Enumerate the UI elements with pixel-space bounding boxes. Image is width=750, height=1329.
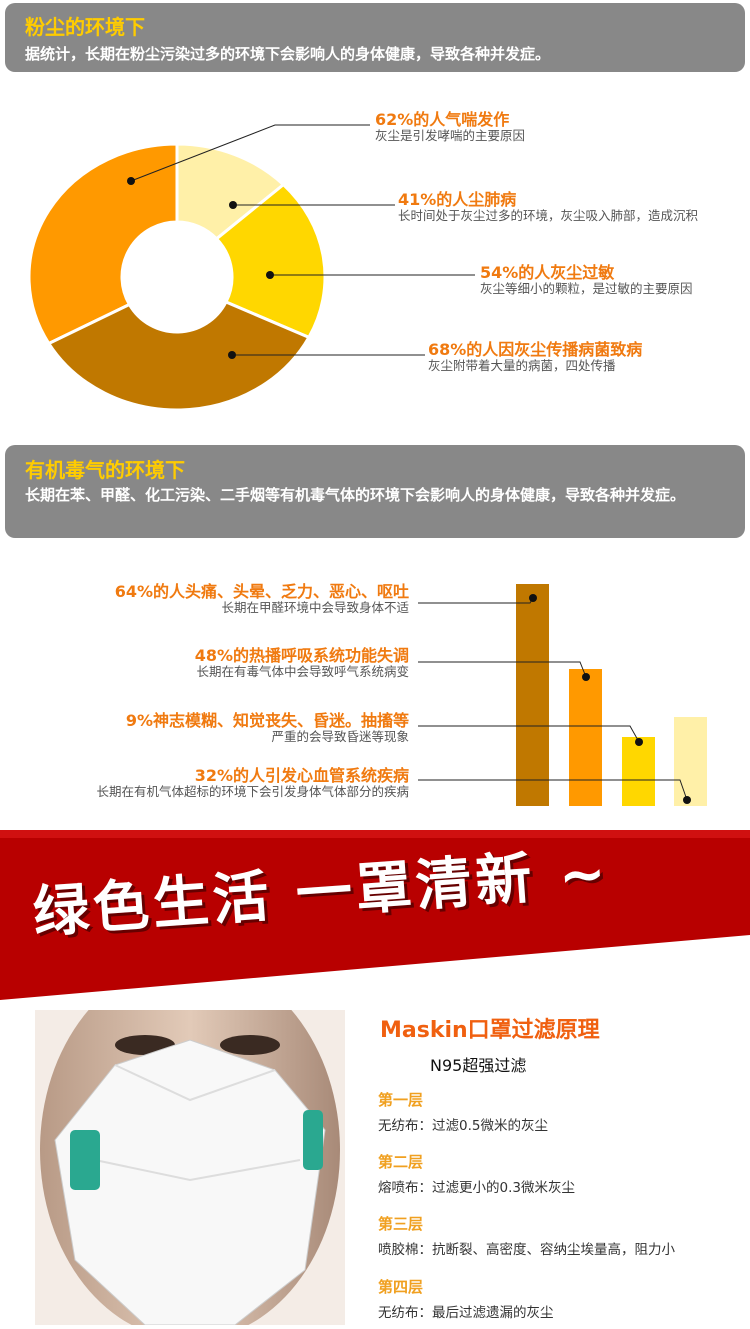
pie-label-desc: 灰尘等细小的颗粒，是过敏的主要原因 — [480, 281, 693, 296]
filter-title: Maskin口罩过滤原理 — [380, 1018, 600, 1043]
dust-body: 据统计，长期在粉尘污染过多的环境下会影响人的身体健康，导致各种并发症。 — [25, 45, 551, 63]
donut-slice — [214, 182, 327, 340]
gas-header: 有机毒气的环境下 长期在苯、甲醛、化工污染、二手烟等有机毒气体的环境下会影响人的… — [5, 445, 745, 538]
gas-body: 长期在苯、甲醛、化工污染、二手烟等有机毒气体的环境下会影响人的身体健康，导致各种… — [25, 486, 686, 504]
leader-line — [418, 597, 534, 604]
bar — [516, 584, 549, 806]
pie-label-desc: 灰尘附带着大量的病菌，四处传播 — [428, 358, 616, 373]
pie-label-title: 54%的人灰尘过敏 — [480, 263, 615, 282]
leader-line — [418, 661, 587, 678]
leader-dot — [635, 738, 643, 746]
leader-dot — [127, 177, 135, 185]
layer-name: 第四层 — [378, 1278, 424, 1296]
bar-label-desc: 长期在有毒气体中会导致呼气系统病变 — [196, 664, 409, 679]
leader-dot — [683, 796, 691, 804]
bar-label-title: 48%的热播呼吸系统功能失调 — [194, 646, 409, 665]
leader-dot — [228, 351, 236, 359]
donut-slice — [27, 142, 179, 346]
leader-dot — [529, 594, 537, 602]
layer-name: 第三层 — [378, 1215, 424, 1233]
dust-title: 粉尘的环境下 — [25, 15, 145, 39]
dust-header: 粉尘的环境下 据统计，长期在粉尘污染过多的环境下会影响人的身体健康，导致各种并发… — [5, 3, 745, 72]
gas-title: 有机毒气的环境下 — [25, 458, 185, 482]
bar-label-desc: 严重的会导致昏迷等现象 — [271, 729, 409, 744]
pie-label-title: 62%的人气喘发作 — [375, 110, 510, 129]
pie-label-desc: 长时间处于灰尘过多的环境，灰尘吸入肺部，造成沉积 — [398, 208, 699, 223]
slogan-banner — [0, 830, 750, 1000]
layer-desc: 喷胶棉：抗断裂、高密度、容纳尘埃量高，阻力小 — [378, 1242, 675, 1258]
pie-label-title: 68%的人因灰尘传播病菌致病 — [428, 340, 643, 359]
filter-subtitle: N95超强过滤 — [430, 1056, 527, 1075]
layer-name: 第一层 — [378, 1091, 424, 1109]
bar-label-title: 9%神志模糊、知觉丧失、昏迷。抽搐等 — [125, 711, 409, 730]
layer-desc: 无纺布：最后过滤遗漏的灰尘 — [378, 1305, 554, 1321]
bar-label-desc: 长期在有机气体超标的环境下会引发身体气体部分的疾病 — [96, 784, 409, 799]
pie-label-title: 41%的人尘肺病 — [398, 190, 517, 209]
leader-line — [130, 124, 370, 182]
donut-chart — [27, 124, 475, 412]
bar — [569, 669, 602, 806]
bar — [674, 717, 707, 806]
leader-dot — [582, 673, 590, 681]
leader-dot — [229, 201, 237, 209]
layer-desc: 无纺布：过滤0.5微米的灰尘 — [378, 1118, 548, 1134]
pie-label-desc: 灰尘是引发哮喘的主要原因 — [375, 128, 526, 143]
bar-label-title: 64%的人头痛、头晕、乏力、恶心、呕吐 — [114, 582, 409, 601]
layer-name: 第二层 — [378, 1153, 424, 1171]
leader-line — [418, 725, 640, 743]
donut-slice — [46, 300, 312, 412]
layer-desc: 熔喷布：过滤更小的0.3微米灰尘 — [378, 1180, 575, 1196]
mask-product-image — [35, 1010, 345, 1325]
bar-label-title: 32%的人引发心血管系统疾病 — [194, 766, 409, 785]
bar-chart — [418, 584, 707, 806]
bar — [622, 737, 655, 806]
leader-line — [418, 779, 688, 801]
bar-label-desc: 长期在甲醛环境中会导致身体不适 — [221, 600, 409, 615]
leader-dot — [266, 271, 274, 279]
